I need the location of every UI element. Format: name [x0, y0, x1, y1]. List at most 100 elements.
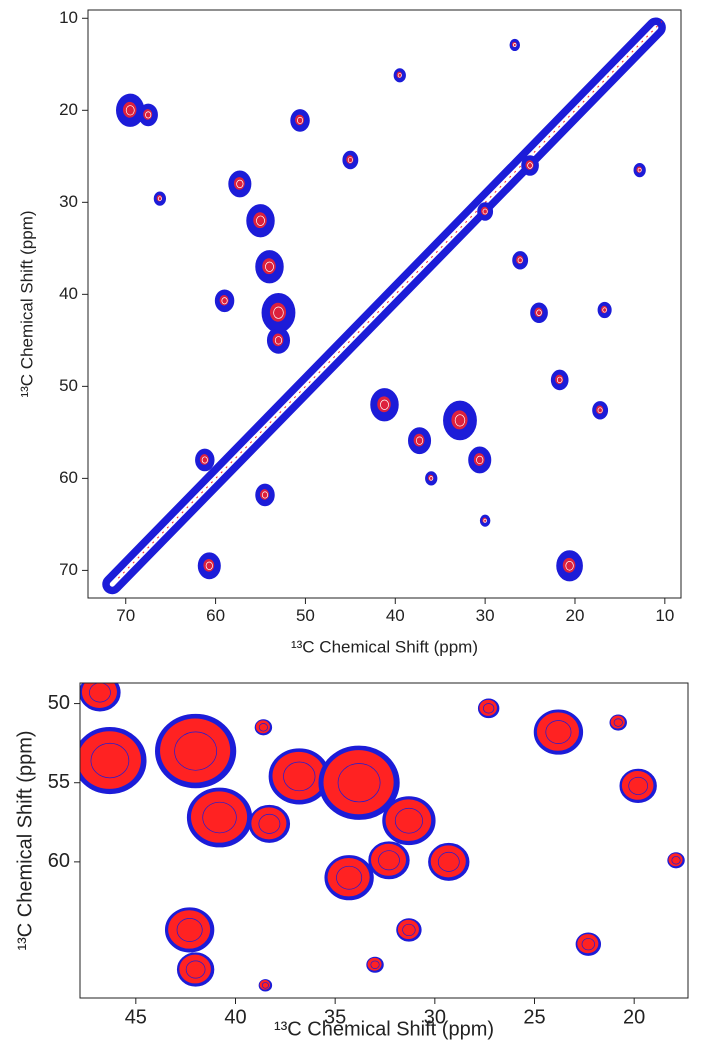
peak-contour: [174, 731, 218, 771]
y-tick-label: 70: [59, 560, 78, 579]
peak-contour: [536, 309, 542, 316]
plot-frame: [79, 682, 689, 999]
peak-contour: [415, 436, 424, 445]
peak-contour: [513, 43, 517, 47]
peak-red: [534, 307, 543, 318]
y-tick-label: 60: [48, 850, 70, 872]
x-tick-label: 45: [125, 1006, 147, 1028]
plot-frame: [87, 9, 682, 599]
peak-contour: [258, 723, 268, 732]
peak-contour: [185, 960, 206, 979]
peak-contour: [145, 111, 152, 119]
peak-contour: [378, 850, 400, 871]
y-tick-label: 60: [59, 468, 78, 487]
peak-contour: [265, 261, 274, 272]
peak-red: [621, 770, 654, 800]
peak-contour: [482, 208, 488, 215]
peak-contour: [90, 742, 130, 779]
x-tick-label: 20: [566, 606, 585, 625]
peak-contour: [394, 807, 423, 834]
peak-contour: [613, 718, 623, 727]
peak-red: [327, 857, 370, 897]
peak-contour: [157, 196, 162, 201]
peak-contour: [202, 801, 237, 834]
peak-contour: [89, 683, 111, 703]
peak-red: [160, 718, 231, 783]
peak-contour: [637, 167, 642, 173]
peak-contour: [556, 376, 563, 384]
chart: 70 60 50 40 30 20 10 10 20 30 40 50 60 70 ¹³C Chemical…: [17, 8, 682, 656]
peak-red: [251, 807, 287, 840]
peak-contour: [602, 307, 607, 313]
peak-contour: [236, 179, 244, 189]
peak-contour: [347, 157, 353, 163]
x-tick-label: 25: [523, 1006, 545, 1028]
y-tick-label: 10: [59, 8, 78, 27]
peak-contour: [283, 761, 316, 792]
x-tick-label: 20: [623, 1006, 645, 1028]
x-tick-label: 40: [386, 606, 405, 625]
plot-area: [80, 683, 685, 992]
peak-contour: [397, 73, 402, 78]
x-tick-label: 50: [296, 606, 315, 625]
peak-contour: [429, 476, 434, 481]
peak-red: [190, 791, 248, 843]
y-axis-label: ¹³C Chemical Shift (ppm): [17, 210, 36, 397]
peak-red: [80, 731, 141, 789]
x-axis-label: ¹³C Chemical Shift (ppm): [291, 637, 478, 656]
diagonal-core: [109, 24, 659, 587]
x-tick-label: 10: [655, 606, 674, 625]
peak-contour: [201, 456, 208, 464]
y-tick-label: 20: [59, 100, 78, 119]
peak-contour: [545, 720, 572, 744]
diagonal-trace: [117, 21, 663, 579]
peak-contour: [437, 851, 460, 872]
peak-red: [577, 934, 599, 954]
peak-red: [81, 683, 117, 709]
x-tick-label: 40: [224, 1006, 246, 1028]
peak-contour: [256, 215, 265, 226]
y-tick-label: 30: [59, 192, 78, 211]
peak-contour: [125, 105, 135, 116]
peak-contour: [581, 938, 595, 951]
peak-red: [430, 845, 466, 878]
peak-contour: [527, 162, 533, 169]
peak-contour: [517, 257, 523, 264]
peak-red: [536, 712, 579, 751]
x-tick-label: 60: [206, 606, 225, 625]
x-tick-label: 30: [424, 1006, 446, 1028]
x-tick-label: 70: [116, 606, 135, 625]
peak-contour: [402, 923, 416, 937]
y-axis-label: ¹³C Chemical Shift (ppm): [14, 730, 36, 950]
peak-red: [272, 751, 326, 800]
peak-contour: [273, 306, 284, 319]
peak-contour: [336, 865, 363, 890]
peak-red: [397, 919, 419, 940]
peak-contour: [671, 856, 681, 865]
x-axis-label: ¹³C Chemical Shift (ppm): [274, 1018, 494, 1040]
peak-contour: [454, 414, 466, 427]
peak-red: [525, 160, 534, 170]
peak-contour: [565, 560, 574, 571]
peak-red: [555, 374, 564, 385]
y-tick-label: 50: [48, 692, 70, 714]
peak-contour: [476, 455, 484, 465]
peak-contour: [380, 399, 389, 410]
peak-contour: [337, 763, 381, 803]
peak-contour: [597, 407, 603, 414]
peak-red: [385, 799, 432, 842]
x-tick-label: 30: [476, 606, 495, 625]
y-tick-label: 50: [59, 376, 78, 395]
peak-contour: [483, 518, 487, 523]
plot-area: [102, 17, 666, 595]
peak-contour: [221, 297, 228, 305]
peak-contour: [261, 491, 269, 499]
peak-contour: [483, 703, 495, 714]
peak-contour: [274, 336, 283, 345]
peak-contour: [261, 982, 269, 989]
peak-contour: [370, 960, 380, 969]
y-tick-label: 55: [48, 771, 70, 793]
peak-red: [168, 910, 211, 949]
peak-contour: [258, 813, 281, 834]
